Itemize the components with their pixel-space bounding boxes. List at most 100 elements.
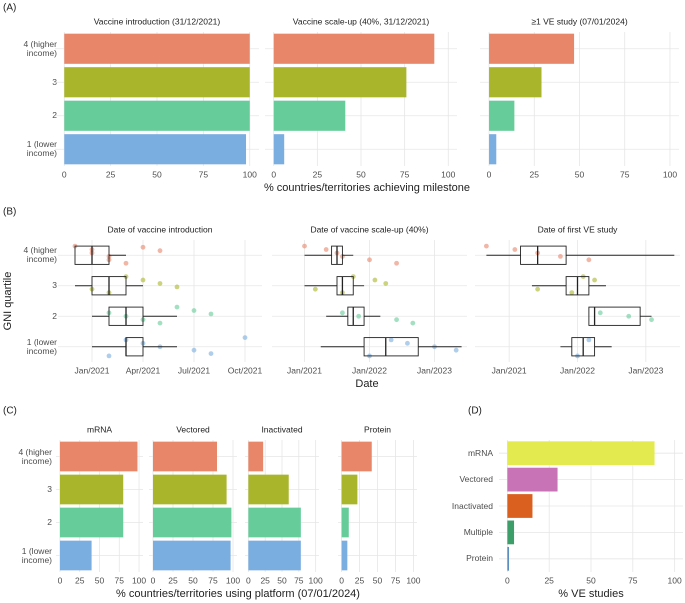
data-point xyxy=(157,320,163,326)
bar xyxy=(489,67,542,98)
data-point xyxy=(157,281,163,286)
category-label-box: 4 (higher income) xyxy=(18,447,52,465)
x-tick-label: 0 xyxy=(58,575,63,585)
category-label-box: 2 xyxy=(52,310,57,321)
bar xyxy=(341,540,348,571)
facet-title: ≥1 VE study (07/01/2024) xyxy=(531,16,628,26)
data-point xyxy=(649,317,654,323)
x-tick-label: Jan/2021 xyxy=(75,365,110,375)
y-axis-title: GNI quartile xyxy=(2,272,14,331)
x-tick-label: 50 xyxy=(356,169,366,179)
x-tick-label: 50 xyxy=(95,575,105,585)
data-point xyxy=(174,284,180,290)
data-point xyxy=(569,290,575,296)
x-tick-label: 75 xyxy=(294,575,304,585)
x-tick-label: Apr/2021 xyxy=(126,365,161,375)
bar xyxy=(64,100,250,131)
category-label-box: Inactivated xyxy=(451,500,493,511)
x-tick-label: 0 xyxy=(62,169,67,179)
data-point xyxy=(191,347,197,353)
category-label-box: 4 (higher income) xyxy=(23,246,57,264)
bar xyxy=(489,100,515,131)
x-tick-label: 75 xyxy=(620,169,630,179)
x-tick-label: 100 xyxy=(243,169,257,179)
data-point xyxy=(535,286,541,292)
facet-title: Date of vaccine introduction xyxy=(108,224,213,234)
x-tick-label: 100 xyxy=(406,575,420,585)
x-tick-label: 25 xyxy=(355,575,365,585)
data-point xyxy=(340,310,345,316)
data-point xyxy=(356,313,362,319)
x-tick-label: Jan/2022 xyxy=(352,365,387,375)
category-label: 1 (lower income) xyxy=(21,545,52,565)
bar xyxy=(64,33,250,64)
x-tick-label: 75 xyxy=(115,575,125,585)
category-label: Inactivated xyxy=(451,500,493,511)
facet-title: mRNA xyxy=(87,424,112,434)
category-label-box: mRNA xyxy=(467,447,493,458)
bar xyxy=(273,134,285,165)
x-axis-title: % VE studies xyxy=(558,588,624,600)
data-point xyxy=(208,351,214,357)
x-tick-label: 0 xyxy=(487,169,492,179)
category-label: Multiple xyxy=(463,526,493,537)
data-point xyxy=(123,260,129,266)
x-tick-label: 50 xyxy=(152,169,162,179)
data-point xyxy=(242,335,248,340)
data-point xyxy=(302,243,307,249)
x-tick-label: 50 xyxy=(188,575,198,585)
category-label: mRNA xyxy=(467,447,493,458)
box xyxy=(520,245,567,265)
data-point xyxy=(140,244,146,250)
x-tick-label: 0 xyxy=(339,575,344,585)
x-tick-label: 100 xyxy=(226,575,240,585)
x-tick-label: 50 xyxy=(586,575,596,585)
box xyxy=(347,306,365,326)
x-tick-label: 0 xyxy=(246,575,251,585)
x-tick-label: Jan/2022 xyxy=(560,365,595,375)
category-label: 2 xyxy=(47,517,52,528)
x-tick-label: 75 xyxy=(199,169,209,179)
x-tick-label: 50 xyxy=(373,575,383,585)
x-tick-label: Jan/2023 xyxy=(628,365,663,375)
bar xyxy=(64,134,247,165)
bar xyxy=(341,441,372,472)
bar xyxy=(507,520,515,545)
bar xyxy=(153,441,217,472)
data-point xyxy=(372,277,378,283)
category-label: 3 xyxy=(52,76,57,87)
bar xyxy=(59,441,138,472)
x-tick-label: Jan/2023 xyxy=(417,365,452,375)
category-label: Protein xyxy=(466,553,493,564)
bar xyxy=(341,474,358,505)
category-label-box: 3 xyxy=(47,485,52,494)
data-point xyxy=(586,257,592,263)
data-point xyxy=(597,310,603,316)
category-label: Vectored xyxy=(459,474,493,485)
bar xyxy=(507,546,510,571)
category-label-box: 4 (higher income) xyxy=(23,38,57,58)
bar xyxy=(153,540,231,571)
facet-title: Date of first VE study xyxy=(538,224,619,234)
x-tick-label: 100 xyxy=(309,575,323,585)
bar xyxy=(489,33,575,64)
x-tick-label: 25 xyxy=(106,169,116,179)
data-point xyxy=(405,340,410,346)
bar xyxy=(341,507,349,538)
category-label: 4 (higher income) xyxy=(23,38,57,58)
facet-title: Date of vaccine scale-up (40%) xyxy=(310,224,428,234)
category-label: 2 xyxy=(52,310,57,321)
panel-label: (A) xyxy=(3,3,16,14)
x-tick-label: 75 xyxy=(400,169,410,179)
box xyxy=(363,337,419,357)
category-label-box: 2 xyxy=(47,517,52,528)
data-point xyxy=(483,243,489,249)
category-label-box: 3 xyxy=(52,281,57,290)
x-tick-label: Jul/2021 xyxy=(178,365,210,375)
x-tick-label: 50 xyxy=(575,169,585,179)
facet-title: Vaccine scale-up (40%, 31/12/2021) xyxy=(293,16,430,26)
data-point xyxy=(388,337,394,343)
data-point xyxy=(323,247,329,252)
data-point xyxy=(157,248,163,254)
